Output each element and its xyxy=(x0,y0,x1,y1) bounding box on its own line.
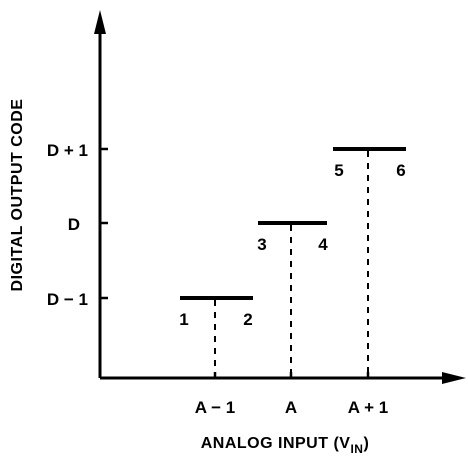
step-label-2: 2 xyxy=(243,310,252,329)
x-axis-title-main: ANALOG INPUT (V xyxy=(201,435,351,452)
x-tick-label-a-minus-1: A − 1 xyxy=(195,398,235,417)
x-tick-label-a: A xyxy=(285,398,297,417)
step-label-5: 5 xyxy=(334,161,343,180)
step-label-3: 3 xyxy=(257,235,266,254)
y-tick-label-d: D xyxy=(68,215,80,234)
step-label-1: 1 xyxy=(179,310,188,329)
x-tick-label-a-plus-1: A + 1 xyxy=(348,398,388,417)
x-axis-title-close: ) xyxy=(363,435,369,452)
x-axis-title-subscript: IN xyxy=(350,442,363,456)
x-axis-title: ANALOG INPUT (VIN) xyxy=(201,435,370,456)
step-label-4: 4 xyxy=(318,235,328,254)
y-axis-title: DIGITAL OUTPUT CODE xyxy=(9,99,26,292)
y-tick-label-d-plus-1: D + 1 xyxy=(47,141,88,160)
y-tick-label-d-minus-1: D − 1 xyxy=(47,290,88,309)
y-axis-arrowhead xyxy=(94,10,106,34)
step-label-6: 6 xyxy=(396,161,405,180)
x-axis-arrowhead xyxy=(442,372,466,384)
